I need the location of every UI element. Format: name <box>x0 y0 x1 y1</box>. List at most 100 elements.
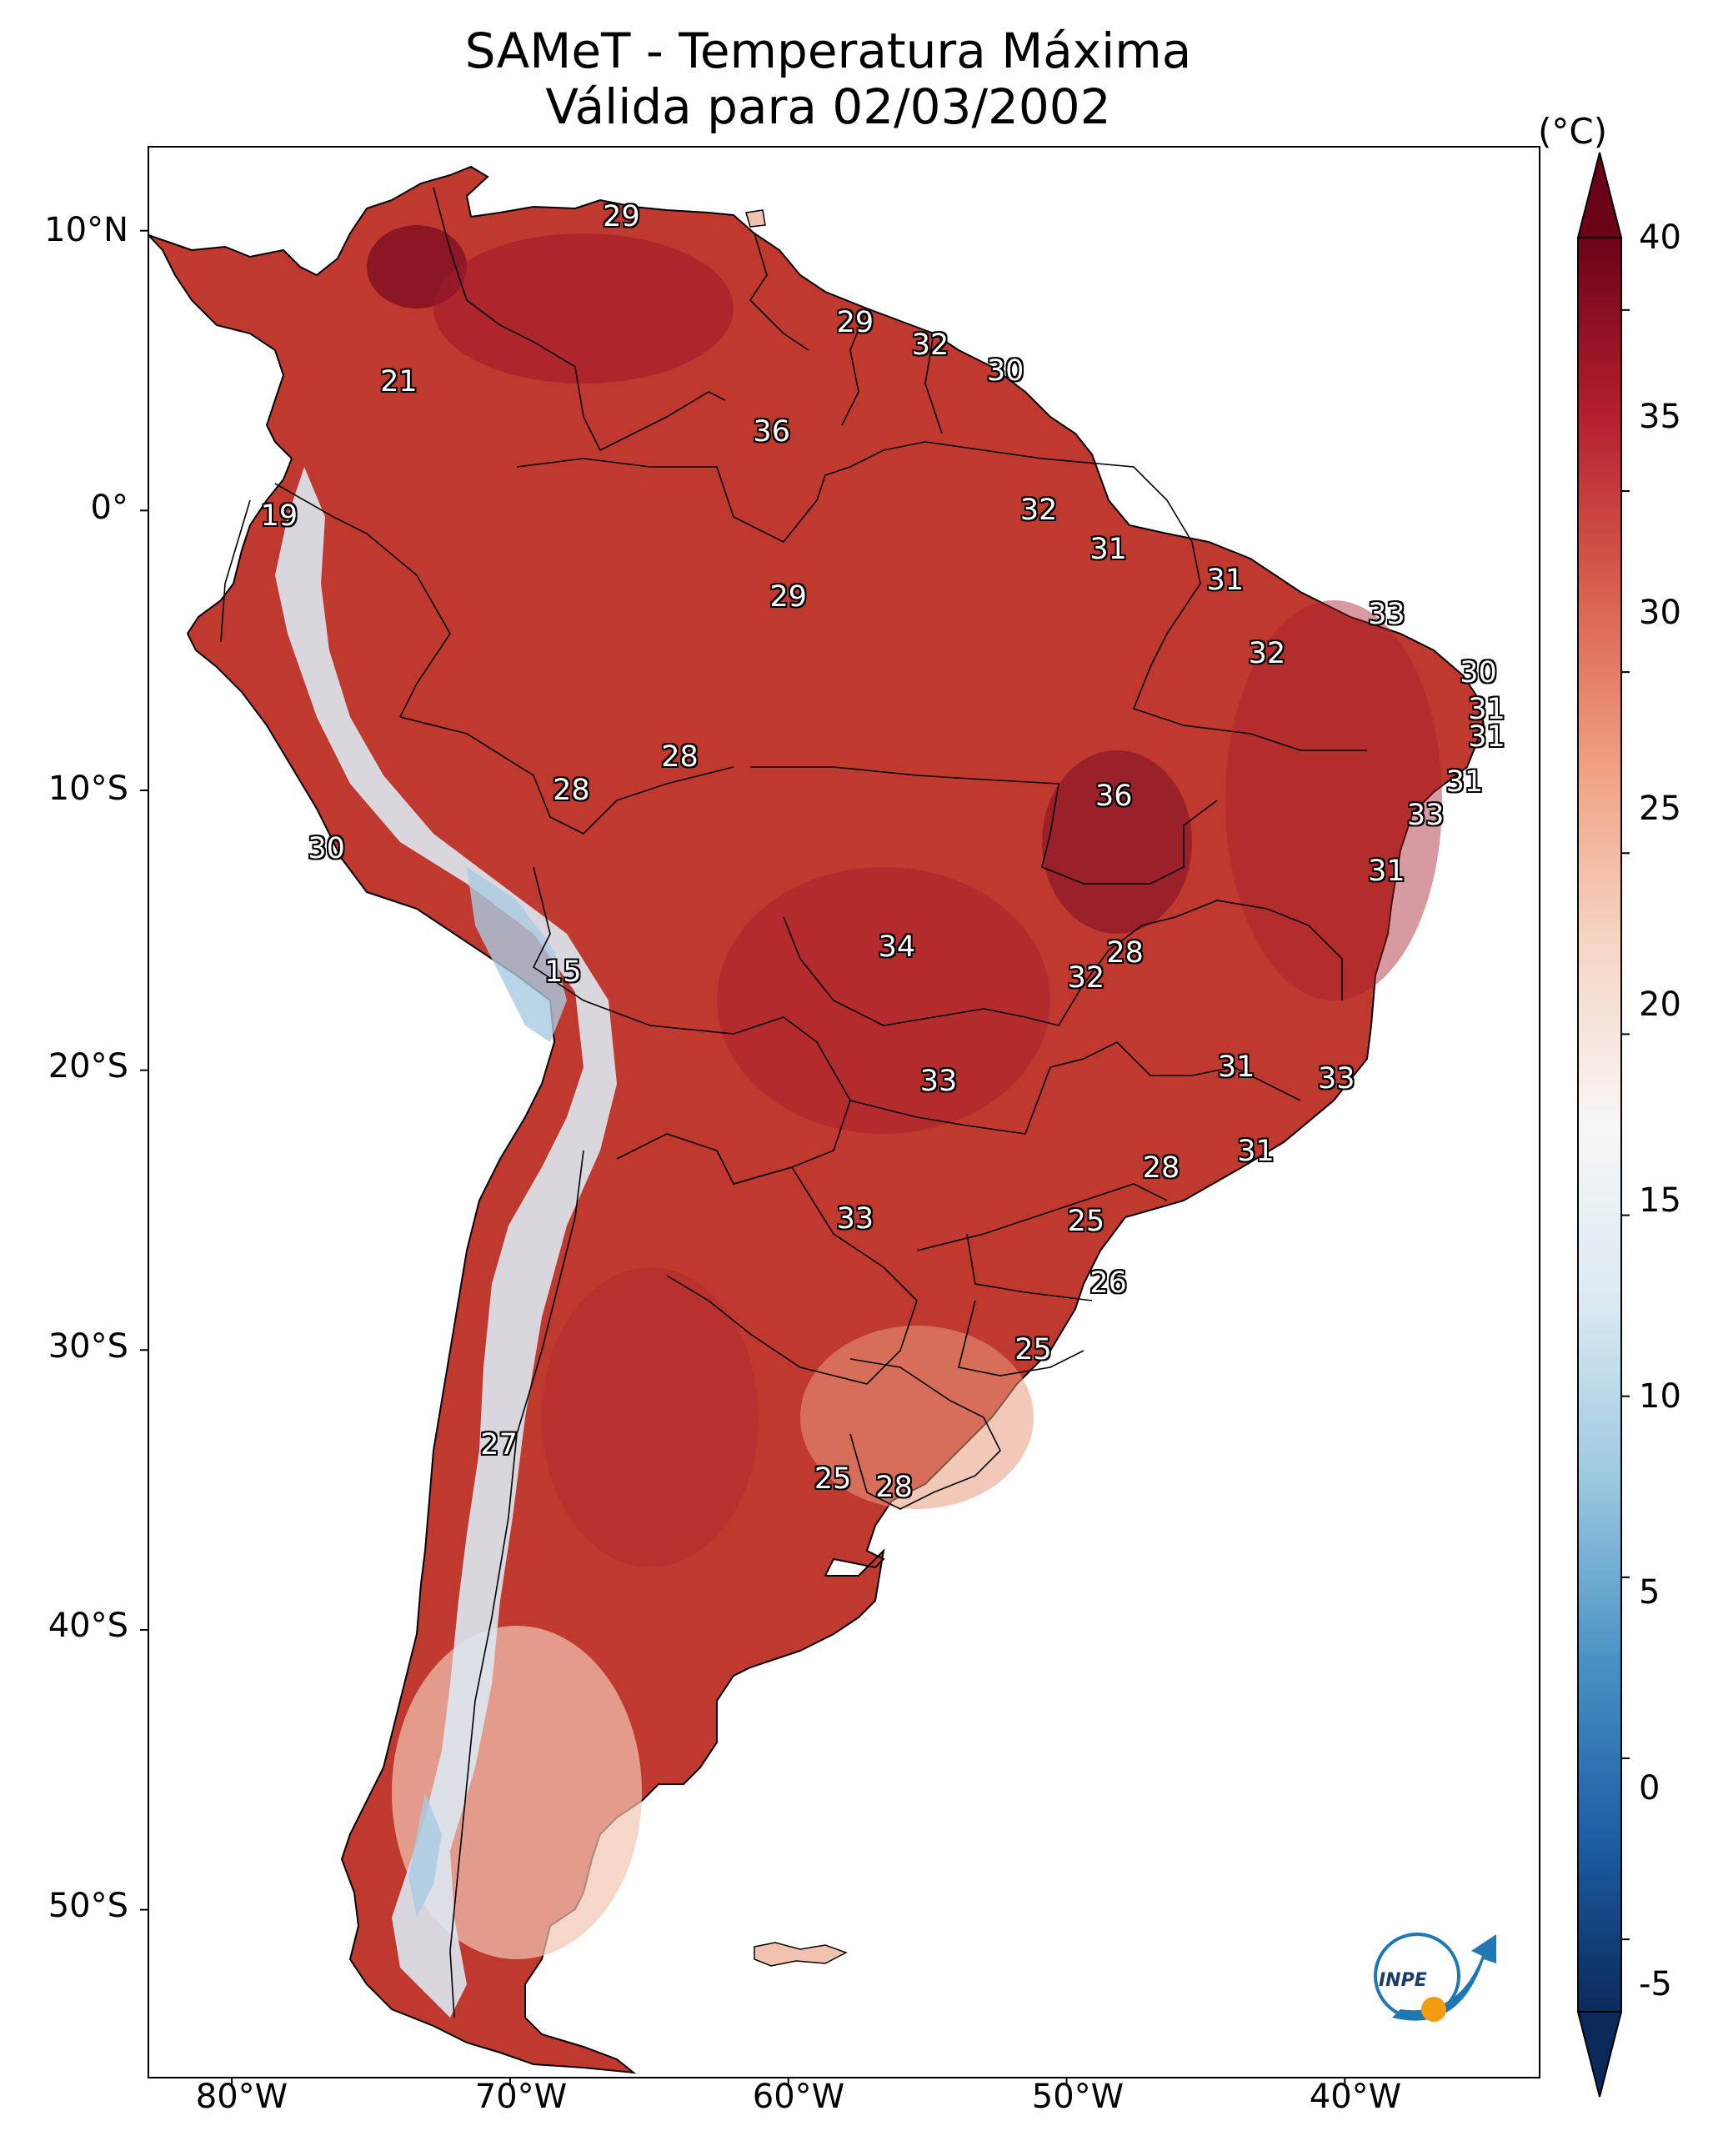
station-value-label: 27 <box>480 1428 518 1462</box>
station-value-label: 25 <box>1067 1204 1105 1238</box>
station-value-label: 19 <box>260 499 298 534</box>
station-value-label: 36 <box>1095 779 1133 813</box>
lat-label-50s: 50°S <box>48 1887 128 1925</box>
temperature-field <box>275 225 1442 2018</box>
station-value-label: 28 <box>1106 935 1144 970</box>
lon-label-50w: 50°W <box>1031 2078 1124 2116</box>
station-value-label: 33 <box>919 1065 958 1099</box>
border-ecuador-peru <box>220 499 251 643</box>
colorbar-tick-20: 20 <box>1639 985 1681 1024</box>
station-value-label: 34 <box>878 930 916 964</box>
hot-spot-tocantins <box>1042 750 1192 934</box>
station-value-label: 28 <box>1142 1151 1180 1186</box>
station-value-label: 31 <box>1445 765 1484 799</box>
station-value-label: 36 <box>753 415 790 449</box>
border-guianas <box>841 308 943 434</box>
hot-spot-venezuela <box>433 233 734 384</box>
colorbar-tick-5: 5 <box>1639 1573 1660 1612</box>
hot-spot-bahia <box>1225 600 1442 1000</box>
hot-spot-chaco <box>542 1267 759 1567</box>
map-title: SAMeT - Temperatura Máxima <box>464 23 1192 79</box>
station-value-label: 31 <box>1089 533 1127 567</box>
border-uruguay <box>849 1358 1001 1510</box>
lat-label-10s: 10°S <box>48 770 128 808</box>
colorbar-tick-40: 40 <box>1639 218 1681 257</box>
station-value-label: 30 <box>986 353 1024 388</box>
border-brazil-states-1 <box>1041 458 1367 751</box>
station-value-label: 30 <box>1460 656 1497 690</box>
lat-label-0: 0° <box>90 489 128 527</box>
borders <box>220 187 1367 2018</box>
lon-label-80w: 80°W <box>195 2078 288 2116</box>
station-value-label: 33 <box>1368 597 1405 631</box>
border-brazil-north <box>516 441 1043 544</box>
colorbar-tick-0: 0 <box>1639 1769 1660 1808</box>
station-value-label: 28 <box>553 774 590 807</box>
station-value-label: 29 <box>769 580 808 614</box>
colorbar-unit: (°C) <box>1538 111 1608 152</box>
station-value-label: 32 <box>1019 494 1058 528</box>
station-value-label: 31 <box>1206 564 1245 598</box>
border-venezuela-guyana <box>749 233 809 351</box>
inpe-logo: INPE <box>1374 1933 1496 2022</box>
border-brazil-states-3 <box>783 900 1343 1026</box>
border-brazil-states-2 <box>750 766 1218 885</box>
station-value-label: 31 <box>1237 1134 1275 1168</box>
station-value-label: 33 <box>836 1201 874 1236</box>
station-value-label: 21 <box>380 364 418 399</box>
station-value-label: 31 <box>1468 692 1505 726</box>
border-brazil-states-4 <box>849 1041 1301 1135</box>
lat-label-40s: 40°S <box>48 1607 128 1645</box>
station-value-label: 29 <box>603 199 640 233</box>
station-value-label: 33 <box>1318 1061 1355 1096</box>
station-value-label: 32 <box>911 328 949 363</box>
border-colombia-venezuela <box>433 187 726 452</box>
border-peru-brazil <box>399 716 734 835</box>
border-brazil-states-5 <box>916 1183 1168 1376</box>
station-value-label: 26 <box>1089 1266 1127 1300</box>
station-value-label: 31 <box>1217 1050 1255 1085</box>
map-frame <box>148 146 1540 2078</box>
colorbar-tick-15: 15 <box>1639 1181 1681 1220</box>
trinidad <box>745 209 766 228</box>
logo-arrow-icon <box>1392 1934 1496 2021</box>
colorbar-tick-30: 30 <box>1639 594 1681 632</box>
station-value-label: 28 <box>661 740 699 774</box>
station-value-label: 31 <box>1368 855 1405 889</box>
logo-sun-icon <box>1421 1997 1446 2022</box>
lat-label-10n: 10°N <box>44 211 128 249</box>
station-value-label: 15 <box>544 955 582 990</box>
station-value-label: 25 <box>814 1462 852 1496</box>
islands <box>745 209 848 1967</box>
map-subtitle: Válida para 02/03/2002 <box>545 78 1111 135</box>
colorbar <box>1576 152 1623 2098</box>
station-value-label: 32 <box>1248 636 1286 670</box>
logo-text: INPE <box>1379 1970 1427 1991</box>
colorbar-top-extension <box>1576 152 1623 238</box>
border-paraguay <box>666 1150 918 1385</box>
station-value-label: 28 <box>875 1470 913 1504</box>
colorbar-tick-35: 35 <box>1639 398 1681 436</box>
lon-label-60w: 60°W <box>752 2078 845 2116</box>
andes-colder-core <box>408 867 567 1918</box>
border-argentina-chile <box>449 1150 584 2018</box>
station-value-label: 30 <box>308 832 345 866</box>
colorbar-bottom-extension <box>1576 2011 1623 2098</box>
colorbar-tick-10: 10 <box>1639 1377 1681 1416</box>
lon-label-40w: 40°W <box>1309 2078 1402 2116</box>
colorbar-ramp <box>1577 237 1622 2013</box>
hot-spot-mato-grosso <box>717 867 1050 1134</box>
border-colombia-peru <box>274 483 451 718</box>
colorbar-tick-25: 25 <box>1639 790 1681 828</box>
lat-label-30s: 30°S <box>48 1327 128 1366</box>
station-value-label: 32 <box>1067 960 1105 995</box>
lat-label-20s: 20°S <box>48 1047 128 1086</box>
station-value-label: 25 <box>1014 1333 1052 1367</box>
station-value-label: 31 <box>1468 720 1505 755</box>
lon-label-70w: 70°W <box>474 2078 568 2116</box>
falkland-islands <box>754 1942 848 1967</box>
station-value-label: 29 <box>836 306 874 340</box>
andes-cold-band <box>275 467 617 2018</box>
station-value-label: 33 <box>1406 799 1445 833</box>
